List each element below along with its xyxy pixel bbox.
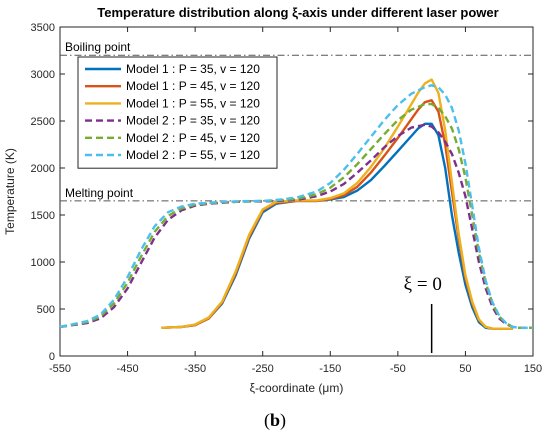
y-axis-label: Temperature (K) bbox=[3, 148, 17, 235]
legend: Model 1 : P = 35, v = 120 Model 1 : P = 4… bbox=[77, 56, 278, 169]
y-tick-label: 0 bbox=[49, 351, 55, 363]
legend-box bbox=[77, 56, 278, 169]
y-tick-label: 2000 bbox=[31, 163, 55, 175]
chart-title: Temperature distribution along ξ-axis un… bbox=[97, 5, 498, 20]
caption-open: ( bbox=[263, 410, 270, 430]
x-tick-label: -550 bbox=[49, 363, 71, 375]
x-tick-label: -150 bbox=[319, 363, 341, 375]
caption-letter: b bbox=[269, 410, 280, 430]
caption-close: ) bbox=[280, 410, 286, 430]
y-tick-label: 1500 bbox=[31, 210, 55, 222]
y-tick-label: 1000 bbox=[31, 257, 55, 269]
xi-zero-annotation: ξ = 0 bbox=[404, 274, 442, 353]
reference-lines: Boiling point Melting point bbox=[60, 40, 533, 202]
legend-entry: Model 2 : P = 55, v = 120 bbox=[126, 148, 260, 162]
figure-caption: (b) bbox=[0, 410, 550, 431]
xi-zero-label: ξ = 0 bbox=[404, 274, 442, 295]
y-axis: 0 500 1000 1500 2000 2500 3000 3500 bbox=[31, 22, 533, 363]
x-tick-label: -450 bbox=[117, 363, 139, 375]
x-tick-label: -250 bbox=[252, 363, 274, 375]
series-line bbox=[161, 78, 513, 330]
y-tick-label: 3000 bbox=[31, 69, 55, 81]
y-tick-label: 2500 bbox=[31, 116, 55, 128]
series-lines bbox=[59, 78, 533, 330]
legend-entry: Model 2 : P = 45, v = 120 bbox=[126, 131, 260, 145]
x-tick-label: 50 bbox=[459, 363, 471, 375]
reference-line-label: Melting point bbox=[65, 186, 134, 200]
legend-entry: Model 1 : P = 55, v = 120 bbox=[126, 96, 260, 110]
x-tick-label: -350 bbox=[184, 363, 206, 375]
y-tick-label: 3500 bbox=[31, 22, 55, 34]
legend-entry: Model 2 : P = 35, v = 120 bbox=[126, 114, 260, 128]
series-line bbox=[59, 102, 533, 329]
legend-entry: Model 1 : P = 45, v = 120 bbox=[126, 79, 260, 93]
series-line bbox=[59, 84, 533, 329]
x-tick-label: 150 bbox=[524, 363, 542, 375]
series-line bbox=[59, 123, 533, 329]
y-tick-label: 500 bbox=[37, 304, 55, 316]
x-tick-label: -50 bbox=[390, 363, 406, 375]
x-axis-label: ξ-coordinate (μm) bbox=[250, 381, 344, 395]
reference-line-label: Boiling point bbox=[65, 40, 131, 54]
legend-entry: Model 1 : P = 35, v = 120 bbox=[126, 62, 260, 76]
line-chart: Temperature distribution along ξ-axis un… bbox=[3, 5, 542, 395]
plot-area: Boiling point Melting point ξ = 0 bbox=[59, 26, 534, 357]
x-axis: -550 -450 -350 -250 -150 -50 50 150 bbox=[49, 27, 542, 375]
